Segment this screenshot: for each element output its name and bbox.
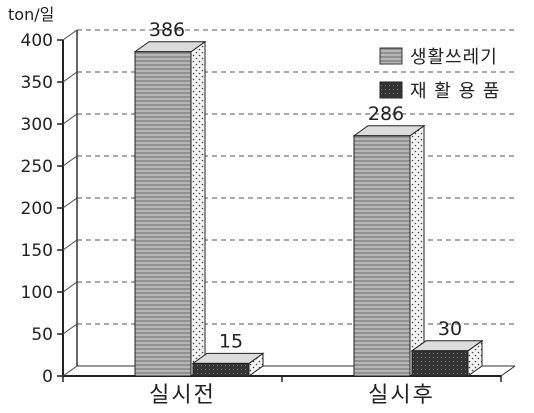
legend-label-series-2: 재 활 용 품 — [410, 81, 500, 102]
y-tick-label-250: 250 — [21, 157, 53, 177]
y-tick-label-150: 150 — [21, 241, 53, 261]
y-depth-tick-50 — [63, 324, 77, 334]
bar-0-1 — [193, 363, 249, 376]
data-label-1-1: 30 — [438, 318, 462, 340]
data-label-1-0: 286 — [368, 103, 404, 125]
bar-side-1-0 — [410, 126, 424, 376]
y-tick-label-350: 350 — [21, 73, 53, 93]
y-depth-tick-250 — [63, 156, 77, 166]
x-category-label-0: 실시전 — [149, 383, 216, 408]
y-axis-unit-label: ton/일 — [8, 5, 54, 24]
y-depth-tick-100 — [63, 282, 77, 292]
x-axis-labels: 실시전 실시후 — [149, 383, 435, 408]
x-category-label-1: 실시후 — [368, 383, 435, 408]
bar-1-1 — [412, 351, 468, 376]
y-tick-label-400: 400 — [21, 31, 53, 51]
y-tick-label-300: 300 — [21, 115, 53, 135]
data-label-0-0: 386 — [149, 19, 185, 41]
bar-1-0 — [354, 136, 410, 376]
y-depth-tick-150 — [63, 240, 77, 250]
legend-swatch-series-1 — [380, 48, 402, 64]
y-tick-label-100: 100 — [21, 283, 53, 303]
y-depth-tick-400 — [63, 30, 77, 40]
bar-side-0-0 — [191, 42, 205, 376]
legend-swatch-series-2 — [380, 82, 402, 98]
y-depth-tick-300 — [63, 114, 77, 124]
bar-0-0 — [135, 52, 191, 376]
data-label-0-1: 15 — [219, 330, 243, 352]
floor-right-edge — [501, 366, 515, 376]
y-depth-tick-200 — [63, 198, 77, 208]
y-depth-tick-0 — [63, 366, 77, 376]
y-tick-label-0: 0 — [42, 367, 53, 387]
y-axis-ticks: 0 50 100 150 200 250 300 350 400 — [21, 30, 77, 387]
y-tick-label-200: 200 — [21, 199, 53, 219]
y-depth-tick-350 — [63, 72, 77, 82]
legend-label-series-1: 생활쓰레기 — [410, 47, 498, 68]
y-tick-label-50: 50 — [31, 325, 53, 345]
legend: 생활쓰레기 재 활 용 품 — [380, 47, 500, 102]
